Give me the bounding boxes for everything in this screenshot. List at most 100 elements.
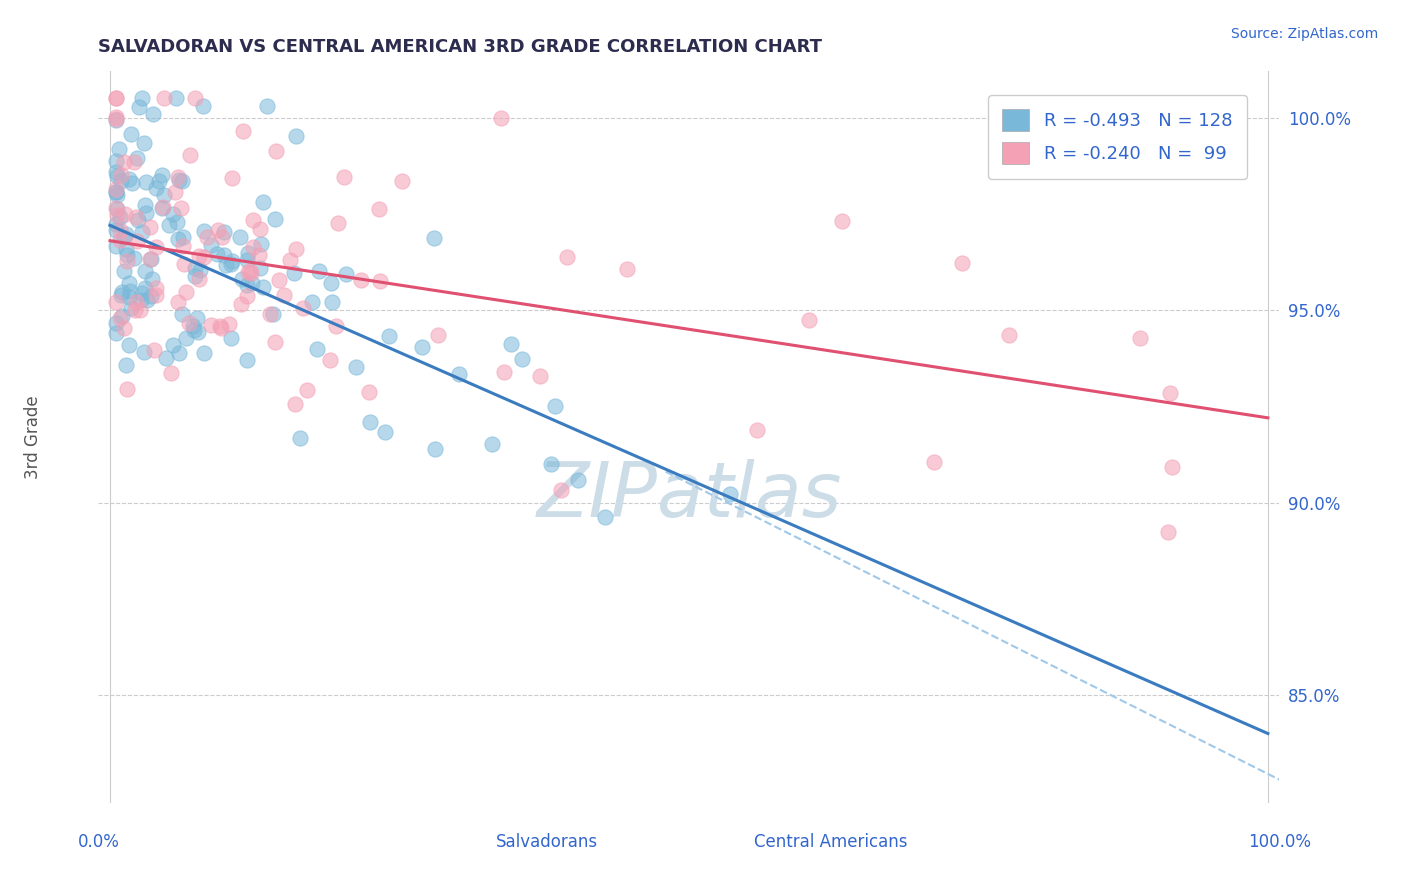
Point <box>239 266 262 280</box>
Point <box>104 113 127 128</box>
Point <box>301 295 323 310</box>
Point <box>212 247 235 261</box>
Point <box>166 294 188 309</box>
Point <box>107 169 129 183</box>
Point <box>305 342 328 356</box>
Point <box>283 266 305 280</box>
Point <box>540 457 562 471</box>
Point <box>1156 525 1178 540</box>
Point <box>422 231 444 245</box>
Point <box>188 272 211 286</box>
Point <box>170 174 193 188</box>
Point <box>183 323 205 337</box>
Point <box>174 285 197 300</box>
Point <box>256 98 278 112</box>
Point <box>138 220 160 235</box>
Point <box>952 256 974 270</box>
Point <box>231 297 253 311</box>
Point <box>186 310 208 325</box>
Point <box>236 264 259 278</box>
Point <box>114 227 136 241</box>
Point <box>235 288 257 302</box>
Point <box>183 260 205 275</box>
Point <box>221 171 243 186</box>
Point <box>242 276 264 290</box>
Point <box>127 213 149 227</box>
Point <box>150 201 173 215</box>
Point <box>252 194 274 209</box>
Text: 3rd Grade: 3rd Grade <box>24 395 42 479</box>
Text: Source: ZipAtlas.com: Source: ZipAtlas.com <box>1230 27 1378 41</box>
Point <box>135 175 157 189</box>
Point <box>111 285 134 299</box>
Point <box>104 239 127 253</box>
Point <box>200 238 222 252</box>
Point <box>285 129 308 144</box>
Point <box>529 369 551 384</box>
Point <box>104 91 127 105</box>
Point <box>249 237 271 252</box>
Point <box>104 110 127 124</box>
Point <box>127 234 149 248</box>
Point <box>249 260 271 275</box>
Point <box>242 240 264 254</box>
Point <box>200 318 222 333</box>
Point <box>221 254 243 268</box>
Point <box>125 295 148 310</box>
Point <box>118 290 141 304</box>
Point <box>169 201 191 215</box>
Point <box>112 230 135 244</box>
Point <box>134 264 156 278</box>
Point <box>104 217 127 231</box>
Point <box>319 276 342 290</box>
Point <box>105 164 128 178</box>
Point <box>120 127 142 141</box>
Point <box>153 91 176 105</box>
Point <box>118 276 141 290</box>
Point <box>139 252 162 267</box>
Point <box>211 230 233 244</box>
Point <box>262 307 284 321</box>
Point <box>745 423 768 437</box>
Point <box>128 100 150 114</box>
Point <box>236 277 259 292</box>
Point <box>172 230 194 244</box>
Point <box>273 287 295 301</box>
Point <box>359 415 381 429</box>
Point <box>104 317 127 331</box>
Point <box>166 215 188 229</box>
Point <box>285 242 308 256</box>
Point <box>205 247 228 261</box>
Point <box>219 331 242 345</box>
Point <box>264 145 287 159</box>
Point <box>135 206 157 220</box>
Point <box>924 455 946 469</box>
Point <box>616 262 638 277</box>
Text: Salvadorans: Salvadorans <box>496 833 599 851</box>
Point <box>112 155 135 169</box>
Text: 0.0%: 0.0% <box>77 833 120 851</box>
Point <box>104 91 127 105</box>
Point <box>308 264 330 278</box>
Point <box>104 185 127 199</box>
Point <box>165 91 187 105</box>
Point <box>335 268 357 282</box>
Point <box>797 312 820 326</box>
Point <box>374 425 396 439</box>
Point <box>491 112 513 126</box>
Point <box>267 273 290 287</box>
Point <box>105 326 128 340</box>
Point <box>288 431 311 445</box>
Point <box>145 181 167 195</box>
Point <box>167 345 190 359</box>
Point <box>173 257 195 271</box>
Point <box>184 268 207 283</box>
Point <box>150 168 173 182</box>
Point <box>132 136 155 150</box>
Point <box>105 202 128 217</box>
Point <box>108 222 131 236</box>
Point <box>167 173 190 187</box>
Point <box>1160 459 1182 474</box>
Point <box>162 337 184 351</box>
Point <box>148 174 170 188</box>
